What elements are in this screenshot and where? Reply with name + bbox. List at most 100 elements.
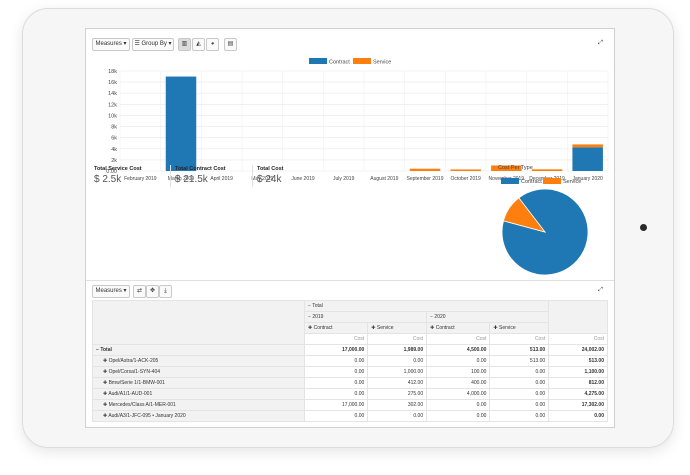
x-tick-label: September 2019 [407,176,444,182]
pie-legend-service-swatch [543,178,561,184]
cell: 412.00 [367,377,428,389]
pie-slice-service[interactable] [502,197,547,233]
pivot-header-year[interactable]: − 2020 [426,311,550,323]
x-tick-label: January 2020 [573,176,604,182]
bar-service[interactable] [450,169,481,171]
pie-chart: Cost Per Type Contract Service [498,165,589,276]
row-label: Bmw/Serie 1/1-BMW-001 [108,380,165,386]
cell: 812.00 [548,377,608,389]
cost-measure-header: Cost [303,333,369,345]
cell: 1,100.00 [548,366,608,378]
pie-title: Cost Per Type [498,165,533,171]
kpi-service-label: Total Service Cost [94,166,142,172]
cell: 0.00 [489,399,550,411]
cell: 0.00 [303,366,369,378]
bar-contract[interactable] [165,76,197,171]
cell: 0.00 [303,377,369,389]
row-header[interactable]: ✚ Opel/Corsa/1-SYN-404 [92,366,305,378]
cell: 17,000.00 [303,344,369,356]
legend-contract-swatch [309,58,327,64]
pivot-header-empty [548,300,608,334]
cell: 0.00 [367,410,428,422]
cell: 0.00 [489,410,550,422]
x-tick-label: August 2019 [370,176,398,182]
bar-contract[interactable] [572,147,603,171]
cell: 100.00 [426,366,491,378]
expand-icon[interactable]: ⤢ [598,40,603,46]
pie-legend-service-label: Service [563,179,581,185]
row-header[interactable]: ✚ Bmw/Serie 1/1-BMW-001 [92,377,305,389]
table-row: ✚ Audi/A1/1-AUD-001 0.00 275.00 4,000.00… [92,388,608,400]
row-label: Audi/A3/1-JFC-095 • January 2020 [108,413,186,419]
pivot-corner [92,300,305,345]
year-label: 2019 [312,314,324,320]
type-label: Contract [313,325,333,331]
row-header[interactable]: ✚ Mercedes/Class A/1-MER-001 [92,399,305,411]
table-row: ✚ Opel/Corsa/1-SYN-404 0.00 1,000.00 100… [92,366,608,378]
type-label: Contract [435,325,455,331]
x-tick-label: May 2019 [251,176,273,182]
pivot-expand-icon[interactable]: ⤢ [598,287,603,293]
cell: 17,302.00 [548,399,608,411]
y-tick-label: 2k [111,158,117,164]
y-tick-label: 18k [108,69,117,75]
bar-chart-icon[interactable]: ▥ [178,38,191,51]
cell: 0.00 [489,366,550,378]
cell: 0.00 [426,355,491,367]
pivot-header-total[interactable]: − Total [303,300,550,312]
row-header[interactable]: ✚ Opel/Astra/1-ACK-205 [92,355,305,367]
cell: 0.00 [548,410,608,422]
y-tick-label: 6k [111,136,117,142]
cell: 400.00 [426,377,491,389]
pivot-header-type[interactable]: ✚ Service [367,322,428,334]
kpi-service-value: $ 2.5k [94,174,122,185]
x-tick-label: March 2019 [168,176,195,182]
pivot-header-type[interactable]: ✚ Contract [303,322,369,334]
pie-legend-contract-label: Contract [521,179,542,185]
row-header[interactable]: ✚ Audi/A3/1-JFC-095 • January 2020 [92,410,305,422]
cell: 513.00 [489,344,550,356]
cell: 0.00 [303,410,369,422]
legend-service-swatch [353,58,371,64]
row-header[interactable]: ✚ Audi/A1/1-AUD-001 [92,388,305,400]
bar-service[interactable] [409,168,441,171]
pivot-header-type[interactable]: ✚ Service [489,322,550,334]
cell: 0.00 [489,377,550,389]
table-row: ✚ Mercedes/Class A/1-MER-001 17,000.00 3… [92,399,608,411]
database-icon[interactable]: ▤ [224,38,237,51]
y-tick-label: 14k [108,91,117,97]
group-by-button[interactable]: ☰ Group By ▾ [132,38,174,51]
download-icon[interactable]: ⤓ [159,285,172,298]
type-label: Service [376,325,394,331]
table-row: ✚ Audi/A3/1-JFC-095 • January 2020 0.00 … [92,410,608,422]
kpi-contract-label: Total Contract Cost [175,166,226,172]
pivot-header-type[interactable]: ✚ Contract [426,322,491,334]
bar-service[interactable] [572,144,603,148]
cell: 17,000.00 [303,399,369,411]
bar-service[interactable] [531,169,563,171]
pivot-header-year[interactable]: − 2019 [303,311,428,323]
pie-chart-icon[interactable]: ◕ [206,38,219,51]
x-tick-label: July 2019 [333,176,355,182]
bar-service[interactable] [491,165,522,171]
cell: 0.00 [303,355,369,367]
legend-service-label: Service [373,60,391,66]
flip-axis-icon[interactable]: ⇄ [133,285,146,298]
expand-all-icon[interactable]: ✥ [146,285,159,298]
row-label: Audi/A1/1-AUD-001 [108,391,153,397]
bar-chart: Contract Service 0.00 2k 4k 6k 8k 10k 12k 14k 16… [106,58,609,182]
measures-button[interactable]: Measures ▾ [92,38,130,51]
section-divider [86,280,614,281]
cost-measure-header: Cost [426,333,491,345]
kpi-total-value: $ 24k [257,174,282,185]
y-tick-label: 0.00 [106,169,117,175]
total-row-header[interactable]: − Total [92,344,305,356]
pivot-measures-button[interactable]: Measures ▾ [92,285,130,298]
cell: 275.00 [367,388,428,400]
year-label: 2020 [434,314,446,320]
table-row: ✚ Opel/Astra/1-ACK-205 0.00 0.00 0.00 51… [92,355,608,367]
y-tick-label: 8k [111,125,117,131]
cell: 1,000.00 [367,366,428,378]
legend-contract-label: Contract [329,60,350,66]
line-chart-icon[interactable]: ◭ [192,38,205,51]
